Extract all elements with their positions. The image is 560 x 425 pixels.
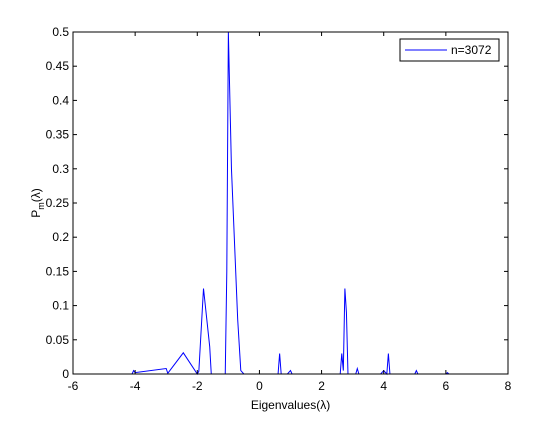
x-tick-label: -4 bbox=[130, 379, 141, 393]
y-tick-label: 0.15 bbox=[46, 264, 70, 278]
x-tick-label: 2 bbox=[318, 379, 325, 393]
y-axis-title: Pm(λ) bbox=[29, 188, 46, 218]
y-tick-label: 0.25 bbox=[46, 196, 70, 210]
y-tick-label: 0 bbox=[62, 367, 69, 381]
plot-area bbox=[73, 32, 508, 374]
y-tick-label: 0.4 bbox=[52, 93, 69, 107]
y-axis-title-suffix: (λ) bbox=[29, 188, 43, 202]
y-tick-label: 0.1 bbox=[52, 299, 69, 313]
y-tick-label: 0.05 bbox=[46, 333, 70, 347]
y-tick-label: 0.2 bbox=[52, 230, 69, 244]
x-axis-title: Eigenvalues(λ) bbox=[251, 398, 330, 412]
svg-text:Pm(λ): Pm(λ) bbox=[29, 188, 46, 218]
ticks-layer: -6 -4 -2 0 2 4 6 8 0 0.05 0.1 0.15 0.2 0.25 0.3 0.35 0.4… bbox=[46, 25, 512, 393]
legend: n=3072 bbox=[399, 38, 500, 62]
y-tick-label: 0.5 bbox=[52, 25, 69, 39]
legend-box bbox=[399, 38, 500, 62]
plot-frame bbox=[72, 31, 509, 375]
y-tick-label: 0.3 bbox=[52, 162, 69, 176]
x-tick-label: -6 bbox=[68, 379, 79, 393]
y-tick-label: 0.35 bbox=[46, 128, 70, 142]
x-tick-label: 8 bbox=[505, 379, 512, 393]
y-tick-label: 0.45 bbox=[46, 59, 70, 73]
x-tick-label: 4 bbox=[380, 379, 387, 393]
y-axis-title-base: P bbox=[29, 210, 43, 218]
x-tick-label: 0 bbox=[256, 379, 263, 393]
x-tick-label: -2 bbox=[192, 379, 203, 393]
y-axis-title-subscript: m bbox=[36, 202, 46, 210]
x-tick-label: 6 bbox=[443, 379, 450, 393]
legend-label: n=3072 bbox=[451, 43, 492, 57]
